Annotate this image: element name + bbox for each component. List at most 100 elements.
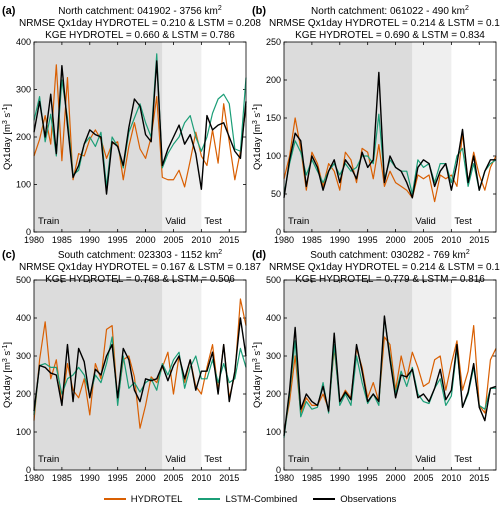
x-tick-label: 2000	[386, 473, 406, 483]
y-axis-label-mid: s	[252, 351, 263, 359]
legend-label-hydrotel: HYDROTEL	[130, 493, 183, 505]
x-tick-label: 1980	[274, 235, 294, 245]
period-label-test: Test	[454, 216, 472, 227]
y-tick-label: 100	[16, 427, 31, 437]
x-tick-label: 2010	[441, 473, 461, 483]
period-label-test: Test	[204, 216, 222, 227]
chart-title-sup: 2	[218, 5, 222, 12]
x-tick-label: 1995	[108, 235, 128, 245]
chart-subtitle-nrmse: NRMSE Qx1day HYDROTEL = 0.167 & LSTM = 0…	[19, 262, 261, 273]
y-tick-label: 200	[266, 75, 281, 85]
y-axis-label-mid: s	[252, 113, 263, 121]
period-label-valid: Valid	[165, 216, 185, 227]
x-tick-label: 2000	[136, 235, 156, 245]
y-tick-label: 400	[266, 313, 281, 323]
x-tick-label: 1995	[358, 473, 378, 483]
series-line-hydrotel	[33, 298, 247, 429]
chart-subtitle-nrmse: NRMSE Qx1day HYDROTEL = 0.214 & LSTM = 0…	[269, 18, 500, 29]
series-line-hydrotel	[33, 64, 247, 188]
x-tick-label: 2010	[191, 235, 211, 245]
y-axis-label: Qx1day [m3 s-1]	[252, 342, 263, 408]
series-line-observations	[33, 317, 247, 412]
valid-period-shade	[412, 280, 452, 470]
period-label-train: Train	[288, 454, 309, 465]
x-tick-label: 1985	[52, 235, 72, 245]
y-tick-label: 200	[266, 389, 281, 399]
legend-swatch-hydrotel	[103, 498, 126, 500]
chart-title-sup: 2	[218, 249, 222, 256]
period-label-test: Test	[204, 454, 222, 465]
train-period-shade	[284, 280, 413, 470]
train-period-shade	[284, 42, 413, 232]
y-axis-label-sup2: -1	[2, 344, 9, 350]
axes-frame	[283, 41, 497, 233]
y-axis-label-sup: 3	[252, 358, 259, 362]
chart-title: North catchment: 061022 - 490 km2	[311, 5, 469, 17]
y-axis-label-sup2: -1	[252, 344, 259, 350]
period-label-train: Train	[38, 216, 59, 227]
period-label-train: Train	[38, 454, 59, 465]
chart-subtitle-kge: KGE HYDROTEL = 0.660 & LSTM = 0.786	[45, 30, 235, 41]
y-axis-label-mid: s	[2, 351, 13, 359]
y-axis-label-end: ]	[252, 104, 263, 107]
chart-subtitle-kge: KGE HYDROTEL = 0.768 & LSTM = 0.506	[45, 274, 235, 285]
period-label-train: Train	[288, 216, 309, 227]
period-label-valid: Valid	[415, 216, 435, 227]
chart-subtitle-kge: KGE HYDROTEL = 0.779 & LSTM = 0.816	[295, 274, 485, 285]
chart-panel-3: Train Valid Test 0 100 200 300 400 500 1980 1985 19…	[2, 249, 261, 483]
y-tick-label: 500	[16, 275, 31, 285]
chart-subtitle-nrmse: NRMSE Qx1day HYDROTEL = 0.214 & LSTM = 0…	[269, 262, 500, 273]
x-tick-label: 2000	[136, 473, 156, 483]
chart-subtitle-nrmse: NRMSE Qx1day HYDROTEL = 0.210 & LSTM = 0…	[19, 18, 261, 29]
train-period-shade	[34, 280, 163, 470]
x-tick-label: 2005	[163, 235, 183, 245]
y-axis-label-mid: s	[2, 113, 13, 121]
x-tick-label: 2000	[386, 235, 406, 245]
y-axis-label-end: ]	[2, 342, 13, 345]
y-axis-label-sup: 3	[2, 358, 9, 362]
x-tick-label: 1990	[80, 235, 100, 245]
axes-frame	[33, 41, 247, 233]
series-line-observations	[283, 315, 497, 436]
y-tick-label: 0	[276, 227, 281, 237]
x-tick-label: 1990	[80, 473, 100, 483]
y-axis-label-sup2: -1	[252, 106, 259, 112]
chart-panel-4: Train Valid Test 0 100 200 300 400 500 1980 1985 19…	[252, 249, 500, 483]
series-line-lstm-combined	[33, 336, 247, 415]
chart-title: South catchment: 030282 - 769 km2	[310, 249, 470, 261]
x-tick-label: 2005	[413, 235, 433, 245]
x-tick-label: 2015	[469, 235, 489, 245]
y-tick-label: 100	[16, 180, 31, 190]
axes-frame	[33, 279, 247, 471]
legend: HYDROTEL LSTM-Combined Observations	[0, 490, 500, 508]
y-tick-label: 400	[16, 37, 31, 47]
period-label-valid: Valid	[415, 454, 435, 465]
y-tick-label: 200	[16, 132, 31, 142]
x-tick-label: 2010	[441, 235, 461, 245]
x-tick-label: 1980	[24, 235, 44, 245]
y-axis-label-sup2: -1	[2, 106, 9, 112]
axes-frame	[283, 279, 497, 471]
panel-label: (d)	[252, 249, 266, 261]
y-tick-label: 100	[266, 427, 281, 437]
valid-period-shade	[162, 280, 202, 470]
y-tick-label: 0	[26, 465, 31, 475]
period-label-valid: Valid	[165, 454, 185, 465]
legend-label-observations: Observations	[340, 493, 397, 505]
y-axis-label: Qx1day [m3 s-1]	[252, 104, 263, 170]
y-axis-label-end: ]	[2, 104, 13, 107]
series-line-observations	[33, 60, 247, 195]
chart-title-sup: 2	[466, 249, 470, 256]
y-tick-label: 50	[271, 189, 281, 199]
y-tick-label: 400	[16, 313, 31, 323]
series-line-observations	[283, 71, 496, 199]
x-tick-label: 2005	[163, 473, 183, 483]
legend-swatch-lstm	[198, 498, 221, 500]
chart-title-sup: 2	[465, 5, 469, 12]
chart-title: North catchment: 041902 - 3756 km2	[58, 5, 222, 17]
y-tick-label: 500	[266, 275, 281, 285]
x-tick-label: 1995	[358, 235, 378, 245]
legend-label-lstm: LSTM-Combined	[225, 493, 298, 505]
x-tick-label: 2015	[219, 235, 239, 245]
